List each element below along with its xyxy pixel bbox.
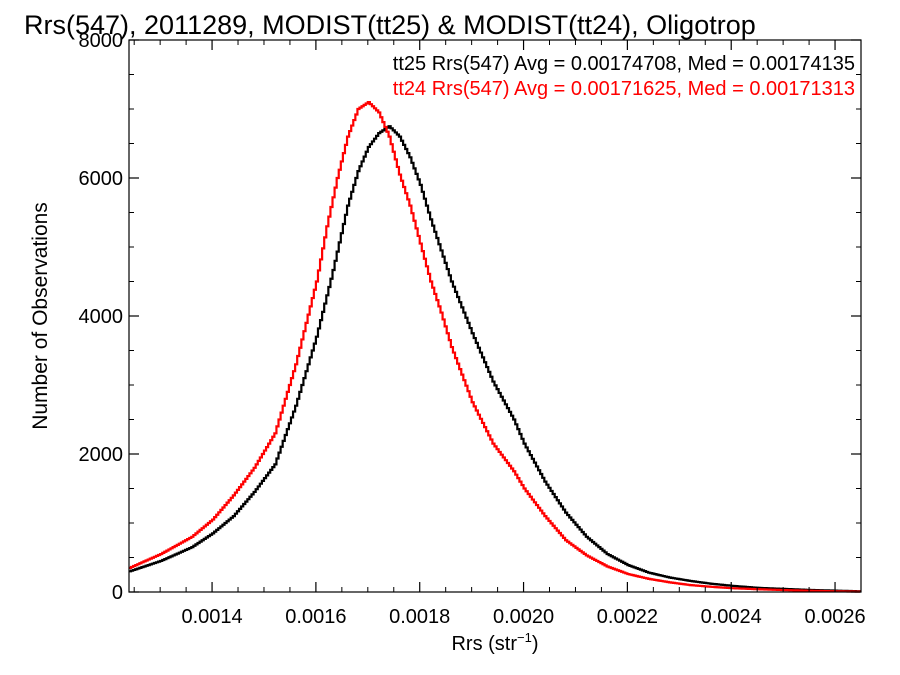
x-tick-label: 0.0014 (181, 606, 242, 628)
x-tick-label: 0.0018 (389, 606, 450, 628)
y-tick-label: 2000 (79, 444, 124, 466)
y-tick-label: 4000 (79, 306, 124, 328)
x-axis-ticks: 0.0014 0.0016 0.0018 0.0020 0.0022 0.0024 0.00… (133, 40, 866, 628)
y-axis-label: Number of Observations (29, 202, 52, 430)
x-axis-label-main: Rrs (str (451, 633, 517, 655)
y-tick-label: 0 (112, 582, 123, 604)
series-layer (129, 101, 862, 593)
y-tick-label: 6000 (79, 168, 124, 190)
x-axis-label-superscript: −1 (517, 630, 532, 645)
x-axis-label: Rrs (str−1) (451, 630, 538, 655)
x-tick-label: 0.0020 (493, 606, 554, 628)
x-tick-label: 0.0016 (285, 606, 346, 628)
legend-entry-tt25: tt25 Rrs(547) Avg = 0.00174708, Med = 0.… (393, 53, 855, 75)
x-axis-label-close: ) (532, 633, 539, 655)
chart-title: Rrs(547), 2011289, MODIST(tt25) & MODIST… (24, 10, 756, 40)
x-tick-label: 0.0022 (597, 606, 658, 628)
legend-entry-tt24: tt24 Rrs(547) Avg = 0.00171625, Med = 0.… (393, 78, 855, 100)
series-line-tt24 (129, 101, 862, 593)
x-tick-label: 0.0024 (701, 606, 762, 628)
x-tick-label: 0.0026 (804, 606, 865, 628)
series-line-tt25 (129, 125, 862, 593)
y-axis-ticks: 0 2000 4000 6000 8000 (79, 30, 861, 604)
y-tick-label: 8000 (79, 30, 124, 52)
